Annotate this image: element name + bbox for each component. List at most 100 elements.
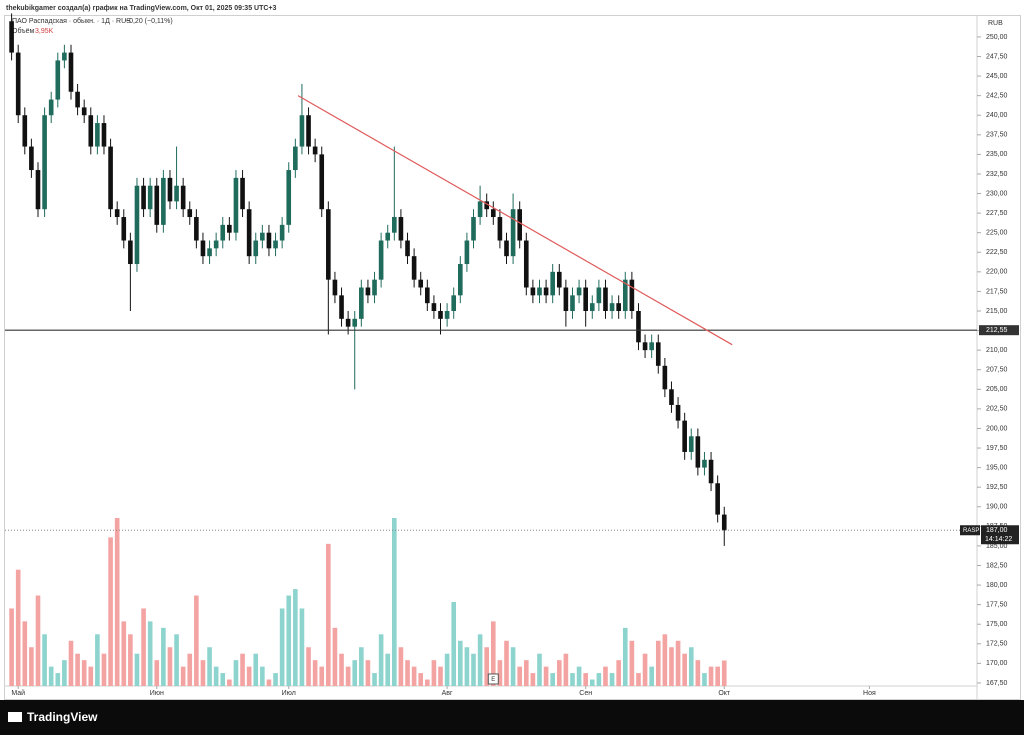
volume-bar <box>609 673 615 686</box>
x-tick-label: Ноя <box>863 690 876 697</box>
candle-body <box>649 342 654 351</box>
volume-bar <box>365 660 371 686</box>
y-tick-label: 237,50 <box>986 132 1008 139</box>
volume-bar <box>708 666 714 686</box>
candle-body <box>134 185 140 265</box>
volume-bar <box>497 660 503 686</box>
volume-bar <box>444 653 450 686</box>
volume-bar <box>372 673 377 686</box>
candle-body <box>345 318 351 327</box>
candle-body <box>490 209 496 218</box>
candle-body <box>675 404 681 421</box>
volume-bar <box>537 653 542 686</box>
volume-bar <box>95 634 100 686</box>
candle-body <box>405 240 410 257</box>
volume-bar <box>319 666 325 686</box>
volume-bar <box>81 660 87 686</box>
legend-volume-value: 3,95K <box>35 28 54 35</box>
volume-bar <box>715 666 720 686</box>
candle-body <box>128 240 133 265</box>
candle-body <box>589 303 595 311</box>
volume-bar <box>682 653 687 686</box>
volume-bar <box>161 627 166 686</box>
y-tick-label: 245,00 <box>986 73 1008 80</box>
volume-bar <box>200 660 206 686</box>
volume-bar <box>589 679 595 686</box>
candle-body <box>207 248 212 257</box>
candle-body <box>576 287 582 296</box>
volume-bar <box>48 666 54 686</box>
candle-body <box>629 279 635 311</box>
volume-bar <box>345 666 351 686</box>
volume-bar <box>75 653 80 686</box>
volume-bar <box>128 634 133 686</box>
candle-body <box>504 240 509 257</box>
candle-body <box>523 240 529 288</box>
y-tick-label: 235,00 <box>986 151 1008 158</box>
candle-body <box>655 342 661 366</box>
candle-body <box>187 209 193 218</box>
candle-body <box>550 271 555 296</box>
volume-bar <box>695 660 701 686</box>
volume-bar <box>642 653 648 686</box>
volume-bar <box>207 647 212 686</box>
brand-logo <box>8 712 22 722</box>
candle-body <box>385 232 391 241</box>
volume-bar <box>194 595 199 686</box>
volume-bar <box>154 660 160 686</box>
candle-body <box>15 52 21 116</box>
volume-bar <box>431 660 437 686</box>
volume-bar <box>636 673 641 686</box>
x-tick-label: Июл <box>282 690 296 697</box>
volume-bar <box>457 640 463 686</box>
volume-bar <box>411 666 417 686</box>
candle-body <box>570 295 575 311</box>
volume-bar <box>563 653 569 686</box>
candle-body <box>312 146 318 155</box>
volume-bar <box>596 673 602 686</box>
trend-line <box>297 95 733 346</box>
volume-bar <box>273 673 278 686</box>
y-tick-label: 232,50 <box>986 171 1008 178</box>
y-tick-label: 172,50 <box>986 641 1008 648</box>
volume-bar <box>517 666 523 686</box>
candle-body <box>35 170 41 210</box>
candle-body <box>372 279 377 296</box>
candle-body <box>141 185 146 210</box>
candle-body <box>418 279 424 288</box>
symbol-box <box>960 525 980 536</box>
volume-bar <box>556 660 562 686</box>
candle-body <box>286 170 292 225</box>
candle-body <box>563 287 569 311</box>
candle-body <box>180 185 186 210</box>
volume-bar <box>253 653 259 686</box>
volume-bar <box>352 660 358 686</box>
candle-body <box>484 201 490 210</box>
volume-bar <box>451 602 457 686</box>
x-tick-label: Окт <box>718 690 731 697</box>
candle-body <box>339 295 344 319</box>
volume-bar <box>464 647 470 686</box>
candle-body <box>154 185 160 225</box>
y-tick-label: 227,50 <box>986 210 1008 217</box>
volume-bar <box>121 621 127 686</box>
volume-bar <box>266 679 272 686</box>
volume-bar <box>306 647 311 686</box>
brand: TradingView <box>27 710 98 724</box>
volume-bar <box>29 647 34 686</box>
candle-body <box>161 177 166 225</box>
y-tick-label: 192,50 <box>986 484 1008 491</box>
candle-body <box>48 99 54 116</box>
volume-bar <box>55 673 61 686</box>
candle-body <box>273 240 278 249</box>
y-tick-label: 240,00 <box>986 112 1008 119</box>
candle-body <box>471 217 476 241</box>
volume-bar <box>438 666 443 686</box>
y-tick-label: 197,50 <box>986 445 1008 452</box>
volume-bar <box>220 673 226 686</box>
volume-bar <box>629 640 635 686</box>
candle-body <box>682 420 687 452</box>
y-tick-label: 200,00 <box>986 425 1008 432</box>
y-tick-label: 170,00 <box>986 660 1008 667</box>
